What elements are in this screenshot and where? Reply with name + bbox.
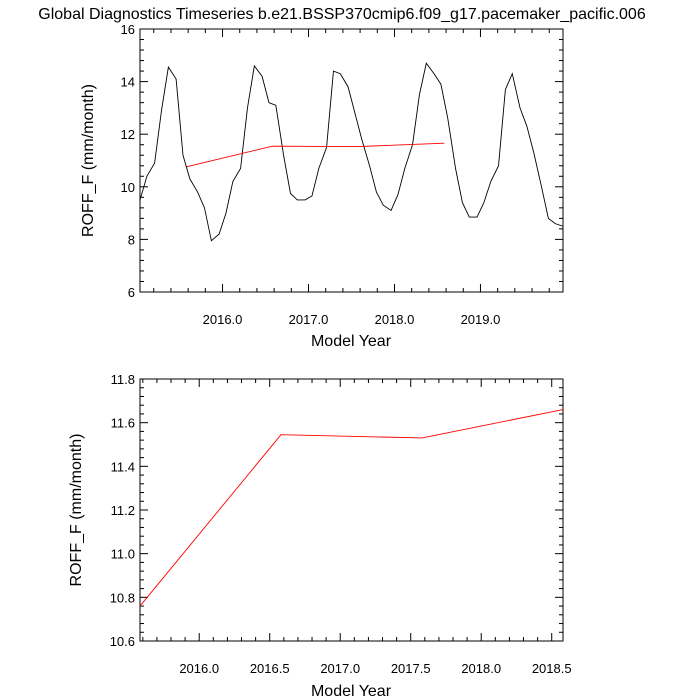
- plot-frame-top: [139, 28, 564, 293]
- series-line-black: [139, 62, 564, 242]
- x-tick-label: 2016.0: [179, 661, 219, 676]
- y-tick-label: 11.4: [111, 459, 135, 474]
- y-tick-label: 10.6: [110, 634, 135, 649]
- panel-top: 6 8 10 12 14 16 2016.0 2017.0 2018.0 2019.0 Model…: [80, 22, 564, 350]
- x-axis-label-bottom: Model Year: [311, 683, 392, 700]
- y-tick-label: 12: [121, 127, 135, 142]
- y-axis-label-top: ROFF_F (mm/month): [80, 84, 97, 237]
- x-tick-label: 2016.0: [203, 312, 243, 327]
- x-tick-label: 2018.5: [532, 661, 572, 676]
- series-line-red: [186, 142, 445, 168]
- y-tick-label: 11.2: [111, 503, 135, 518]
- y-tick-label: 10: [121, 180, 135, 195]
- x-tick-label: 2017.0: [289, 312, 329, 327]
- x-tick-label: 2017.5: [391, 661, 431, 676]
- y-tick-label: 11.6: [111, 416, 135, 431]
- y-tick-label: 14: [121, 75, 135, 90]
- series-line-red: [139, 409, 564, 607]
- y-tick-label: 6: [128, 285, 135, 300]
- y-tick-label: 16: [121, 22, 135, 37]
- y-tick-label: 11.0: [111, 547, 135, 562]
- x-tick-label: 2019.0: [461, 312, 501, 327]
- y-tick-label: 11.8: [111, 372, 135, 387]
- plot-frame-bottom: [139, 378, 564, 642]
- x-tick-label: 2017.0: [320, 661, 360, 676]
- x-tick-label: 2018.0: [375, 312, 415, 327]
- y-tick-label: 10.8: [110, 590, 135, 605]
- panel-bottom: 10.6 10.8 11.0 11.2 11.4 11.6 11.8 2016.0 2016.5…: [68, 372, 572, 700]
- figure-title: Global Diagnostics Timeseries b.e21.BSSP…: [38, 6, 646, 23]
- y-axis-label-bottom: ROFF_F (mm/month): [68, 434, 85, 587]
- x-tick-label: 2018.0: [461, 661, 501, 676]
- y-tick-label: 8: [128, 232, 135, 247]
- x-tick-label: 2016.5: [250, 661, 290, 676]
- x-axis-label-top: Model Year: [311, 333, 392, 350]
